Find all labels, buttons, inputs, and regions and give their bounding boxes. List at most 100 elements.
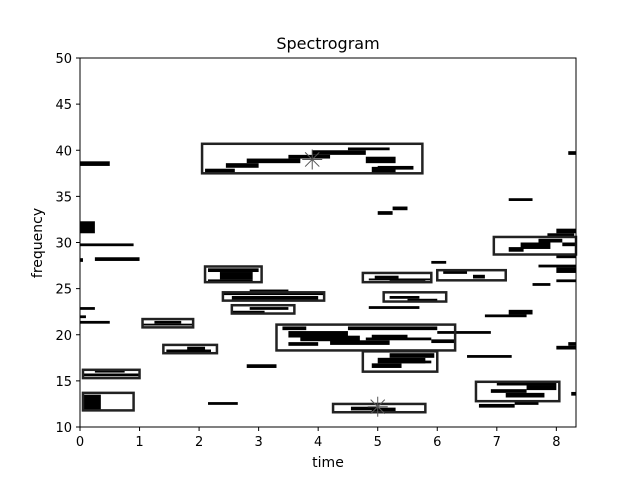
- x-axis-label: time: [312, 455, 344, 471]
- spectrogram-cell: [377, 211, 393, 215]
- spectrogram-cell: [547, 233, 575, 238]
- spectrogram-cell: [371, 334, 408, 340]
- detection-box: [203, 265, 263, 284]
- x-tick-label: 2: [195, 435, 203, 450]
- y-tick-label: 30: [55, 237, 72, 252]
- spectrogram-cell: [282, 326, 307, 331]
- spectrogram-cell: [368, 278, 432, 281]
- y-tick-label: 40: [55, 144, 72, 159]
- spectrogram-cell: [514, 401, 539, 405]
- detection-box: [331, 402, 427, 414]
- spectrogram-cell: [526, 385, 557, 391]
- spectrogram-cell: [374, 275, 399, 279]
- spectrogram-cell: [443, 271, 468, 274]
- spectrogram-cell: [208, 402, 238, 405]
- detection-box: [361, 271, 433, 284]
- spectrogram-cell: [365, 156, 396, 164]
- detection-box: [382, 291, 448, 303]
- spectrogram-cell: [392, 206, 408, 211]
- spectrogram-cell: [249, 307, 289, 310]
- spectrogram-cell: [568, 151, 576, 155]
- x-tick-label: 0: [76, 435, 84, 450]
- spectrogram-cells: [80, 147, 576, 412]
- y-tick-label: 25: [55, 283, 72, 298]
- y-axis-label: frequency: [30, 208, 46, 278]
- x-tick-label: 3: [254, 435, 262, 450]
- spectrogram-cell: [368, 306, 420, 309]
- x-tick-label: 1: [135, 435, 143, 450]
- x-tick-label: 6: [433, 435, 441, 450]
- spectrogram-cell: [80, 161, 110, 166]
- spectrogram-cell: [249, 289, 289, 293]
- plot-background: [80, 58, 576, 427]
- detection-box: [361, 350, 439, 373]
- spectrogram-cell: [556, 267, 576, 273]
- spectrogram-cell: [556, 279, 576, 283]
- spectrogram-cell: [490, 389, 527, 393]
- spectrogram-cell: [371, 166, 396, 174]
- spectrogram-cell: [496, 382, 557, 386]
- spectrogram-cell: [330, 340, 390, 345]
- x-tick-label: 8: [552, 435, 560, 450]
- spectrogram-cell: [472, 274, 485, 279]
- spectrogram-cell: [288, 331, 348, 338]
- spectrogram-cell: [350, 406, 378, 411]
- peak-marker: [367, 396, 388, 417]
- detection-box: [474, 380, 561, 403]
- spectrogram-cell: [532, 283, 551, 286]
- spectrogram-cell: [347, 326, 438, 331]
- spectrogram-cell: [556, 345, 576, 350]
- detection-box: [141, 317, 195, 329]
- y-tick-label: 15: [55, 375, 72, 390]
- y-tick-label: 20: [55, 329, 72, 344]
- spectrogram-cell: [407, 298, 438, 302]
- spectrogram-cell: [365, 337, 432, 341]
- spectrogram-cell: [467, 355, 512, 358]
- spectrogram-cell: [571, 391, 576, 396]
- detection-box: [436, 268, 507, 282]
- y-tick-label: 50: [55, 52, 72, 67]
- spectrogram-cell: [562, 242, 576, 247]
- spectrogram-cell: [187, 346, 206, 350]
- spectrogram-cell: [80, 315, 86, 319]
- spectrogram-cell: [377, 165, 414, 170]
- spectrogram-cell: [347, 147, 390, 151]
- spectrogram-cell: [225, 163, 259, 168]
- detection-box: [81, 391, 135, 412]
- spectrogram-cell: [166, 349, 211, 353]
- spectrogram-cell: [389, 353, 435, 358]
- spectrogram-cell: [208, 268, 259, 273]
- spectrogram-cell: [205, 168, 235, 173]
- spectrogram-cell: [538, 238, 563, 243]
- spectrogram-cell: [94, 257, 140, 261]
- x-tick-label: 5: [374, 435, 382, 450]
- spectrogram-cell: [246, 158, 301, 164]
- detection-box: [200, 142, 424, 175]
- spectrogram-cell: [80, 243, 134, 247]
- spectrogram-cell: [508, 198, 533, 201]
- spectrogram-cell: [246, 364, 277, 368]
- spectrogram-cell: [484, 314, 527, 318]
- plot-area: [79, 57, 578, 428]
- y-tick-label: 10: [55, 421, 72, 436]
- spectrogram-cell: [94, 369, 125, 373]
- spectrogram-cell: [80, 221, 95, 234]
- detection-boxes: [81, 142, 578, 414]
- spectrogram-cell: [231, 296, 319, 300]
- spectrogram-cell: [222, 292, 325, 296]
- spectrogram-cell: [478, 403, 515, 408]
- spectrogram-cell: [401, 360, 432, 364]
- spectrogram-cell: [82, 394, 101, 410]
- spectrogram-cell: [208, 279, 253, 283]
- spectrogram-cell: [508, 247, 524, 252]
- spectrogram-cell: [437, 331, 491, 334]
- spectrogram-cell: [556, 228, 576, 234]
- spectrogram-cell: [508, 309, 533, 315]
- spectrogram-cell: [82, 373, 140, 377]
- detection-box: [230, 303, 296, 315]
- y-tick-label: 35: [55, 190, 72, 205]
- spectrogram-cell: [219, 272, 253, 280]
- spectrogram-cell: [389, 296, 420, 299]
- spectrogram-cell: [538, 264, 576, 268]
- spectrogram-cell: [80, 307, 95, 310]
